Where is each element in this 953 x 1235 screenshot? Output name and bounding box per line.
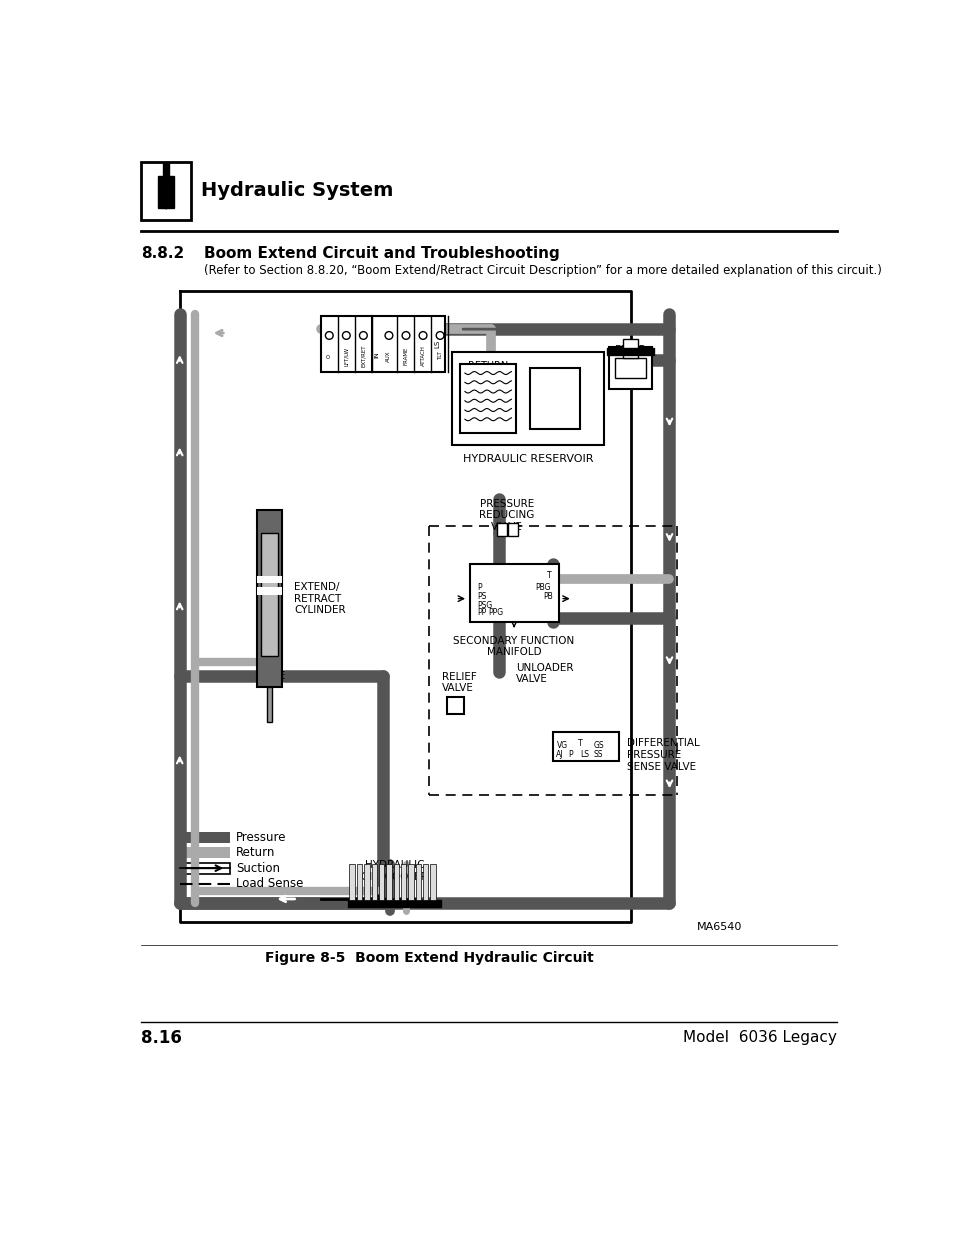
Text: MA6540: MA6540	[696, 923, 741, 932]
Text: VG: VG	[557, 741, 568, 750]
Text: DIFFERENTIAL
PRESSURE
SENSE VALVE: DIFFERENTIAL PRESSURE SENSE VALVE	[626, 739, 699, 772]
Bar	[261, 534, 278, 656]
Bar	[179, 863, 230, 873]
Text: IN: IN	[374, 352, 378, 358]
Bar	[497, 524, 506, 536]
Text: E: E	[278, 671, 285, 680]
Text: Figure 8-5  Boom Extend Hydraulic Circuit: Figure 8-5 Boom Extend Hydraulic Circuit	[265, 951, 593, 966]
Bar	[158, 175, 173, 209]
Bar	[608, 347, 652, 389]
Bar	[553, 732, 618, 761]
Text: Hydraulic System: Hydraulic System	[200, 182, 393, 200]
Bar	[607, 348, 654, 354]
Bar	[364, 864, 369, 900]
Bar	[452, 352, 603, 445]
Text: SECONDARY FUNCTION
MANIFOLD: SECONDARY FUNCTION MANIFOLD	[453, 636, 574, 657]
Text: UNLOADER
VALVE: UNLOADER VALVE	[516, 662, 573, 684]
Text: ATTACH: ATTACH	[420, 346, 425, 367]
Text: Pressure: Pressure	[236, 831, 287, 844]
Text: P: P	[476, 583, 481, 592]
Polygon shape	[160, 200, 172, 209]
Bar	[622, 340, 638, 358]
Text: T: T	[578, 739, 582, 748]
Bar	[141, 162, 192, 220]
Text: HYDRAULIC RESERVOIR: HYDRAULIC RESERVOIR	[462, 454, 593, 464]
Bar	[508, 524, 517, 536]
Bar	[348, 900, 440, 906]
Text: FRAME: FRAME	[403, 347, 408, 366]
Text: EXTEND/
RETRACT
CYLINDER: EXTEND/ RETRACT CYLINDER	[294, 582, 346, 615]
Text: SS: SS	[593, 751, 602, 760]
Bar	[257, 576, 282, 583]
Bar	[257, 510, 282, 687]
Text: O: O	[327, 354, 332, 358]
Bar	[408, 864, 414, 900]
Bar	[459, 364, 516, 433]
Bar	[530, 368, 579, 430]
Bar	[422, 864, 428, 900]
Bar	[378, 864, 384, 900]
Bar	[371, 864, 376, 900]
Bar	[257, 587, 282, 595]
Bar	[349, 864, 355, 900]
Text: R: R	[257, 671, 264, 680]
Text: PB: PB	[542, 592, 553, 601]
Text: PUMP: PUMP	[615, 346, 646, 356]
Bar	[163, 162, 169, 179]
Text: HYDRAULIC
OIL  COOLER: HYDRAULIC OIL COOLER	[360, 861, 427, 882]
Bar	[179, 832, 230, 842]
Text: LS: LS	[579, 751, 589, 760]
Text: RETURN
FILTER: RETURN FILTER	[468, 361, 508, 383]
Text: EXT/RET: EXT/RET	[360, 345, 366, 367]
Text: GS: GS	[593, 741, 603, 750]
Text: Model  6036 Legacy: Model 6036 Legacy	[682, 1030, 836, 1045]
Bar	[416, 864, 420, 900]
Bar	[615, 358, 645, 378]
Bar	[469, 564, 558, 621]
Text: LS: LS	[435, 340, 440, 348]
Text: PPG: PPG	[488, 608, 503, 618]
Text: P: P	[568, 751, 573, 760]
Bar	[386, 864, 392, 900]
Text: AUX: AUX	[386, 351, 391, 362]
Bar	[320, 316, 444, 372]
Bar	[356, 864, 362, 900]
Text: RELIEF
VALVE: RELIEF VALVE	[441, 672, 476, 693]
Bar	[447, 698, 464, 714]
Text: Boom Extend Circuit and Troubleshooting: Boom Extend Circuit and Troubleshooting	[204, 246, 559, 261]
Text: PP: PP	[476, 608, 486, 618]
Text: (Refer to Section 8.8.20, “Boom Extend/Retract Circuit Description” for a more d: (Refer to Section 8.8.20, “Boom Extend/R…	[204, 264, 882, 277]
Text: PRESSURE
REDUCING
VALVE: PRESSURE REDUCING VALVE	[478, 499, 534, 532]
Bar	[267, 687, 272, 721]
Text: PBG: PBG	[535, 583, 550, 592]
Text: Suction: Suction	[236, 862, 280, 874]
Text: TLT: TLT	[437, 352, 442, 361]
Text: T: T	[546, 571, 551, 580]
Text: Return: Return	[236, 846, 275, 860]
Text: AJ: AJ	[555, 751, 562, 760]
Text: 8.16: 8.16	[141, 1029, 182, 1046]
Bar	[430, 864, 436, 900]
Text: LFT/LW: LFT/LW	[343, 346, 349, 366]
Text: Load Sense: Load Sense	[236, 877, 303, 890]
Text: PSG: PSG	[476, 601, 492, 610]
Text: PS: PS	[476, 592, 486, 601]
Bar	[400, 864, 406, 900]
Text: 8.8.2: 8.8.2	[141, 246, 184, 261]
Bar	[179, 847, 230, 858]
Bar	[394, 864, 398, 900]
